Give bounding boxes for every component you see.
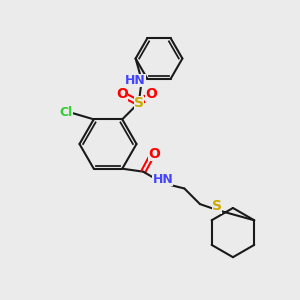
- Text: Cl: Cl: [59, 106, 73, 119]
- Text: O: O: [146, 87, 157, 101]
- Text: O: O: [148, 147, 160, 161]
- Text: HN: HN: [125, 74, 146, 87]
- Text: O: O: [116, 87, 128, 101]
- Text: S: S: [212, 200, 222, 214]
- Text: HN: HN: [152, 173, 173, 186]
- Text: S: S: [134, 96, 144, 110]
